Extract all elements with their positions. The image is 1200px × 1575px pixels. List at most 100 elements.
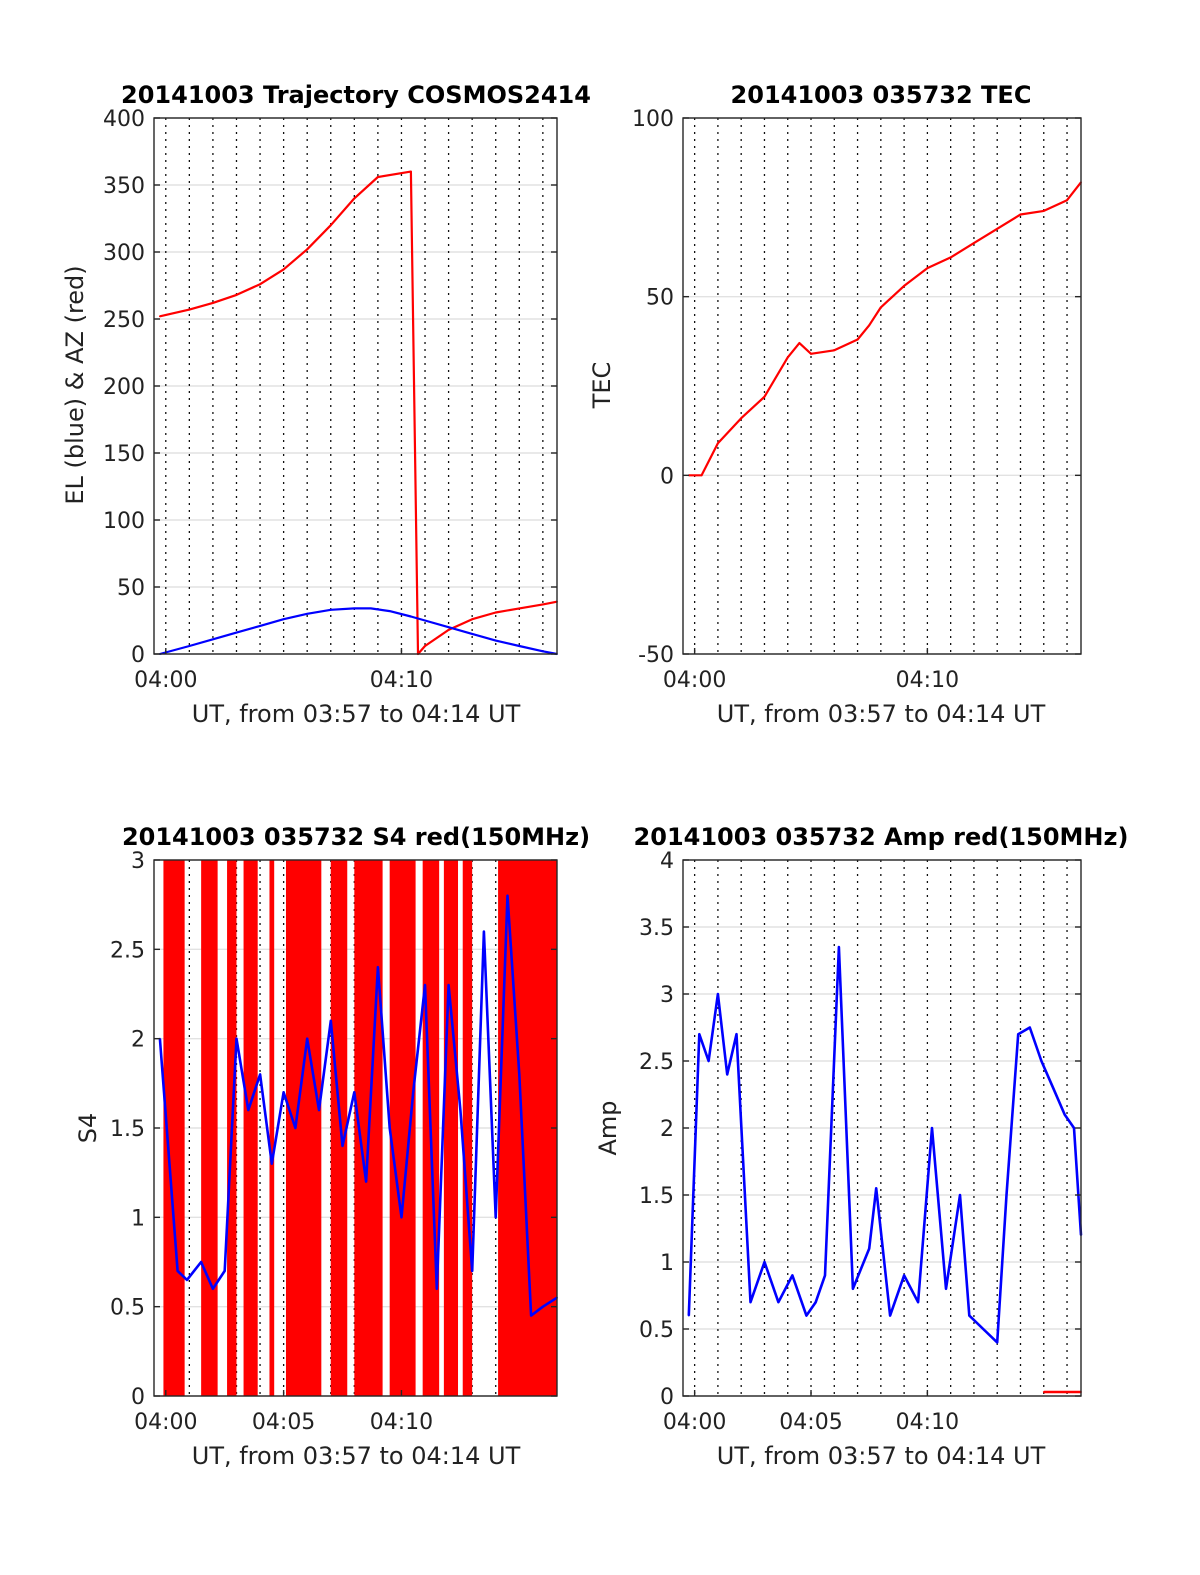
- series-0-point: [763, 395, 766, 398]
- series-0-point: [541, 603, 544, 606]
- series-1-point: [223, 1270, 226, 1272]
- series-0-point: [259, 283, 261, 286]
- series-0-point: [824, 1274, 826, 1277]
- series-0-point: [931, 1127, 933, 1129]
- series-0-point: [763, 1261, 766, 1263]
- y-tick-label: 3: [660, 983, 674, 1008]
- x-tick-label: 04:00: [134, 668, 197, 693]
- series-0-point: [982, 1328, 985, 1330]
- series-1-point: [518, 1073, 521, 1076]
- y-tick-label: 1.5: [639, 1184, 674, 1209]
- series-0-point: [903, 1274, 906, 1277]
- y-tick-label: 150: [103, 442, 145, 467]
- series-1-line: [159, 607, 558, 656]
- series-0-band: [330, 860, 348, 1396]
- series-1-point: [186, 1278, 188, 1281]
- trajectory-ylabel: EL (blue) & AZ (red): [61, 265, 89, 504]
- series-0-point: [707, 1060, 710, 1062]
- series-1-point: [471, 633, 474, 635]
- series-1-point: [518, 645, 521, 647]
- tec-xlabel: UT, from 03:57 to 04:14 UT: [717, 700, 1046, 728]
- series-1-point: [247, 1109, 250, 1112]
- series-0-point: [735, 1033, 738, 1036]
- y-tick-label: 0: [131, 643, 145, 668]
- amp-title: 20141003 035732 Amp red(150MHz): [634, 823, 1129, 851]
- series-1-point: [353, 607, 356, 610]
- series-1-point: [329, 1019, 332, 1022]
- y-tick-label: -50: [638, 643, 674, 668]
- series-1-point: [365, 1180, 368, 1183]
- amp-xlabel: UT, from 03:57 to 04:14 UT: [717, 1442, 1046, 1470]
- series-1-point: [235, 1037, 238, 1040]
- y-tick-label: 0.5: [110, 1296, 145, 1321]
- series-1-point: [259, 624, 261, 627]
- y-tick-label: 250: [103, 308, 145, 333]
- series-0-point: [798, 342, 801, 345]
- series-0-point: [879, 306, 882, 309]
- series-1-point: [259, 1073, 261, 1076]
- series-0-point: [949, 256, 952, 259]
- series-1-point: [369, 607, 372, 610]
- series-1-point: [1042, 1391, 1045, 1393]
- series-0-point: [726, 1073, 729, 1076]
- y-tick-label: 1: [131, 1206, 145, 1231]
- series-0-point: [494, 611, 497, 614]
- series-0-point: [973, 242, 975, 244]
- series-1-point: [341, 1144, 344, 1147]
- series-0-band: [163, 860, 185, 1396]
- series-1-point: [200, 1261, 203, 1263]
- y-tick-label: 4: [660, 849, 674, 874]
- tec-ylabel: TEC: [588, 362, 616, 410]
- s4-panel: 20141003 035732 S4 red(150MHz) UT, from …: [74, 823, 590, 1470]
- trajectory-xlabel: UT, from 03:57 to 04:14 UT: [192, 700, 521, 728]
- x-tick-label: 04:10: [370, 668, 433, 693]
- x-tick-label: 04:00: [663, 668, 726, 693]
- series-0-point: [786, 356, 789, 359]
- series-0-band: [462, 860, 473, 1396]
- series-0-line: [687, 945, 1083, 1344]
- series-0-point: [235, 293, 238, 296]
- series-0-point: [838, 946, 840, 948]
- series-0-point: [353, 197, 356, 200]
- series-0-band: [243, 860, 258, 1396]
- series-1-point: [235, 631, 238, 634]
- s4-title: 20141003 035732 S4 red(150MHz): [122, 823, 590, 851]
- series-1-point: [329, 608, 332, 611]
- series-0-point: [945, 1287, 947, 1290]
- plot-frame: [682, 117, 1082, 655]
- series-1-point: [400, 1216, 403, 1219]
- series-0-point: [1019, 213, 1022, 216]
- series-1-point: [424, 619, 426, 622]
- y-tick-label: 100: [103, 509, 145, 534]
- series-1-point: [212, 638, 214, 641]
- series-0-point: [917, 1301, 919, 1304]
- amp-panel: 20141003 035732 Amp red(150MHz) UT, from…: [594, 823, 1128, 1470]
- series-1-point: [447, 984, 450, 986]
- series-1-point: [282, 1091, 285, 1094]
- series-1-point: [530, 1314, 532, 1317]
- series-1-point: [167, 1144, 170, 1147]
- y-tick-label: 3: [131, 849, 145, 874]
- series-1-point: [483, 930, 485, 933]
- x-tick-label: 04:00: [663, 1410, 726, 1435]
- series-0-line: [688, 181, 1082, 477]
- y-tick-label: 50: [646, 286, 674, 311]
- series-0-line: [159, 170, 558, 656]
- trajectory-panel: 20141003 Trajectory COSMOS2414 UT, from …: [61, 81, 591, 728]
- series-0-point: [188, 308, 191, 311]
- x-tick-label: 04:10: [896, 668, 959, 693]
- series-0-point: [1052, 1086, 1054, 1089]
- series-1-point: [409, 615, 412, 618]
- series-0-point: [700, 474, 703, 477]
- series-0-point: [833, 349, 836, 352]
- x-tick-label: 04:05: [779, 1410, 842, 1435]
- y-tick-label: 200: [103, 375, 145, 400]
- series-1-point: [212, 1287, 214, 1290]
- series-1-point: [506, 894, 509, 897]
- series-1-point: [306, 1037, 309, 1040]
- series-1-point: [494, 639, 497, 642]
- series-0-point: [282, 268, 285, 271]
- series-0-point: [996, 227, 999, 230]
- series-0-point: [868, 324, 871, 327]
- tec-panel: 20141003 035732 TEC UT, from 03:57 to 04…: [588, 81, 1082, 728]
